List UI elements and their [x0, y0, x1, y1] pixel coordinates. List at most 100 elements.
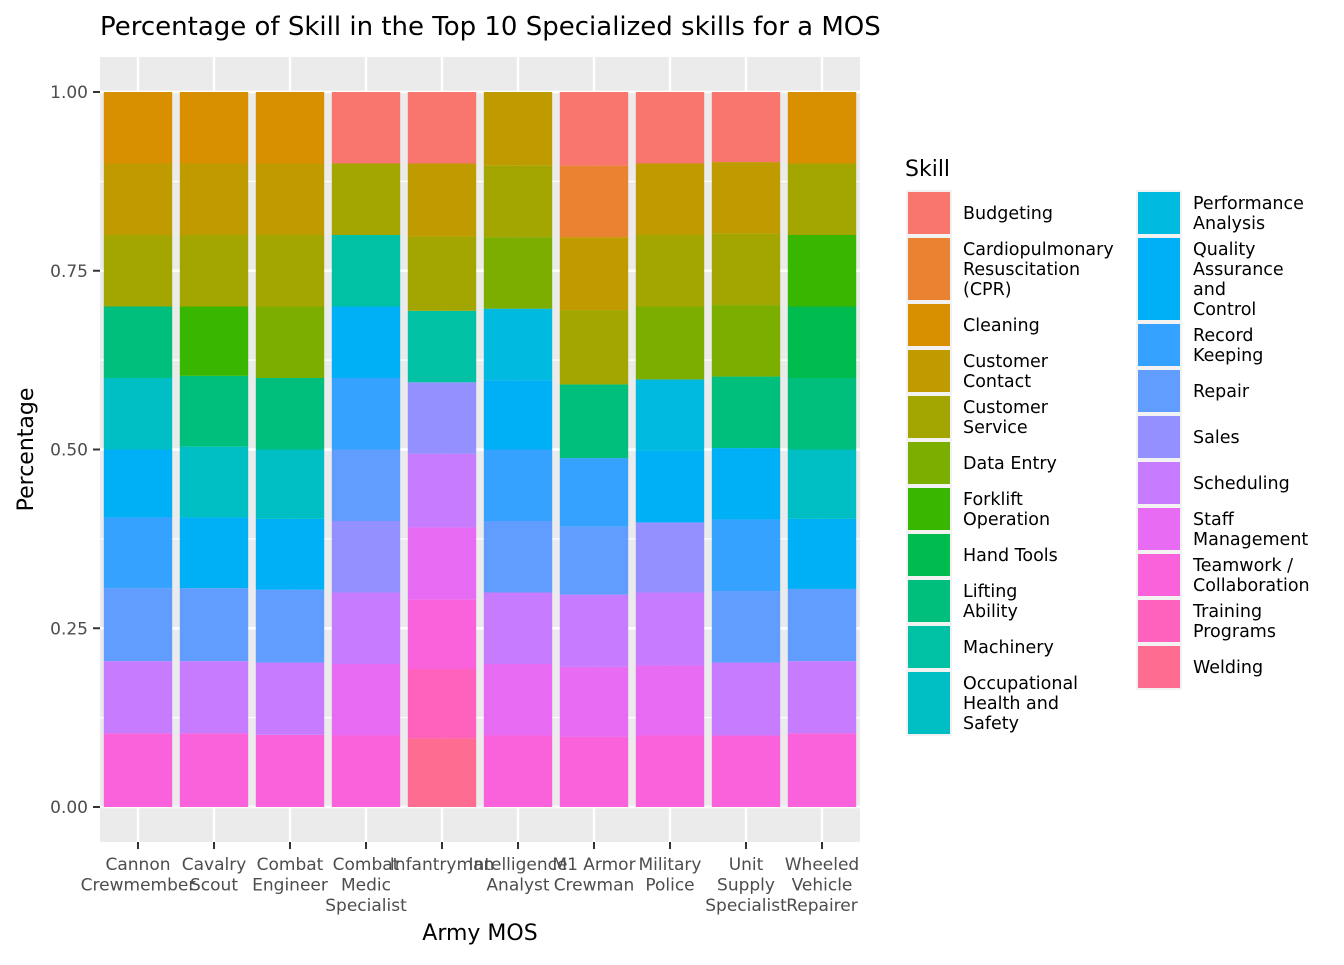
legend-item-customer-contact: Customer Contact: [906, 348, 1049, 394]
bar-segment-budgeting: [331, 92, 401, 164]
legend-label: Scheduling: [1193, 474, 1290, 494]
bar-segment-data-entry: [711, 305, 781, 377]
x-tick-label: Combat Medic Specialist: [325, 855, 407, 916]
legend-label: Cardiopulmonary Resuscitation (CPR): [963, 240, 1114, 300]
bar-segment-staff-management: [483, 664, 553, 736]
legend-item-hand-tools: Hand Tools: [906, 532, 1058, 578]
bar-stack-combat-engineer: [255, 92, 325, 807]
legend-swatch: [1138, 508, 1180, 550]
bar-segment-sales: [635, 522, 705, 593]
bar-segment-scheduling: [255, 662, 325, 735]
bar-segment-teamwork-collaboration: [559, 736, 629, 807]
bar-segment-customer-contact: [255, 163, 325, 235]
legend-item-sales: Sales: [1136, 414, 1240, 460]
legend-item-data-entry: Data Entry: [906, 440, 1057, 486]
bar-segment-lifting-ability: [787, 378, 857, 450]
legend-item-teamwork-collaboration: Teamwork / Collaboration: [1136, 552, 1310, 598]
bar-segment-customer-contact: [711, 162, 781, 234]
bar-segment-lifting-ability: [103, 306, 173, 378]
bar-segment-cleaning: [179, 92, 249, 164]
bar-stack-cavalry-scout: [179, 92, 249, 807]
bar-stack-cannon-crewmember: [103, 92, 173, 807]
x-tick-label: Infantryman: [390, 855, 494, 875]
bar-segment-staff-management: [331, 664, 401, 736]
bar-segment-repair: [103, 588, 173, 662]
bar-stack-intelligence-analyst: [483, 92, 553, 807]
bar-segment-sales: [331, 521, 401, 593]
x-tick-label: Combat Engineer: [252, 855, 328, 896]
bar-segment-teamwork-collaboration: [483, 735, 553, 807]
legend-item-training-programs: Training Programs: [1136, 598, 1276, 644]
legend-swatch: [908, 238, 950, 300]
bar-segment-performance-analysis: [483, 308, 553, 381]
bar-segment-quality-assurance-and-control: [635, 450, 705, 523]
legend: Skill Budgeting Cardiopulmonary Resuscitat…: [905, 157, 1310, 736]
legend-swatch: [1138, 600, 1180, 642]
bar-segment-customer-service: [331, 163, 401, 235]
legend-swatch: [1138, 646, 1180, 688]
legend-label: Occupational Health and Safety: [963, 674, 1078, 734]
bar-segment-customer-service: [559, 310, 629, 385]
legend-swatch: [908, 442, 950, 484]
bar-segment-occupational-health-and-safety: [103, 378, 173, 450]
x-tick-label: Intelligence Analyst: [469, 855, 568, 896]
x-axis-title: Army MOS: [422, 921, 537, 946]
legend-item-scheduling: Scheduling: [1136, 460, 1290, 506]
bar-segment-scheduling: [559, 594, 629, 667]
legend-title: Skill: [905, 157, 950, 182]
y-tick-label: 1.00: [50, 83, 88, 103]
x-tick-label: Cavalry Scout: [182, 855, 247, 896]
bar-segment-performance-analysis: [635, 379, 705, 451]
legend-label: Teamwork / Collaboration: [1192, 556, 1310, 596]
y-axis: 0.00 0.25 0.50 0.75 1.00: [50, 83, 100, 818]
bar-segment-quality-assurance-and-control: [711, 448, 781, 520]
bar-segment-customer-service: [711, 233, 781, 306]
chart-title: Percentage of Skill in the Top 10 Specia…: [100, 12, 881, 42]
x-tick-label: M1 Armor Crewman: [552, 855, 635, 896]
legend-label: Sales: [1193, 428, 1240, 448]
legend-label: Quality Assurance and Control: [1193, 240, 1284, 320]
legend-item-customer-service: Customer Service: [906, 394, 1049, 440]
legend-swatch: [1138, 416, 1180, 458]
legend-swatch: [1138, 238, 1180, 320]
bar-stack-unit-supply-specialist: [711, 92, 781, 807]
bar-segment-budgeting: [635, 92, 705, 164]
bar-segment-customer-contact: [407, 163, 477, 237]
legend-swatch: [1138, 462, 1180, 504]
bar-segment-cleaning: [103, 92, 173, 164]
bar-segment-scheduling: [331, 592, 401, 664]
bar-segment-data-entry: [635, 306, 705, 380]
bar-segment-cardiopulmonary-resuscitation-cpr: [559, 165, 629, 238]
bar-segment-quality-assurance-and-control: [255, 518, 325, 590]
legend-item-lifting-ability: Lifting Ability: [906, 578, 1018, 624]
bar-segment-staff-management: [635, 665, 705, 736]
bar-segment-budgeting: [711, 92, 781, 163]
bar-stack-infantryman: [407, 92, 477, 807]
bar-segment-quality-assurance-and-control: [483, 380, 553, 450]
legend-swatch: [1138, 554, 1180, 596]
bar-segment-customer-service: [483, 165, 553, 238]
legend-label: Cleaning: [963, 316, 1040, 336]
bar-segment-lifting-ability: [255, 378, 325, 450]
bar-segment-record-keeping: [103, 517, 173, 589]
bar-segment-quality-assurance-and-control: [179, 517, 249, 589]
bar-segment-teamwork-collaboration: [711, 735, 781, 807]
legend-swatch: [908, 488, 950, 530]
bar-segment-customer-contact: [635, 163, 705, 235]
legend-item-staff-management: Staff Management: [1136, 506, 1308, 552]
bar-segment-customer-service: [407, 236, 477, 311]
bar-segment-record-keeping: [483, 449, 553, 521]
bar-segment-record-keeping: [559, 458, 629, 527]
bar-segment-quality-assurance-and-control: [103, 449, 173, 518]
bar-segment-customer-contact: [559, 237, 629, 311]
bar-segment-teamwork-collaboration: [255, 734, 325, 807]
legend-label: Welding: [1193, 658, 1263, 678]
bar-segment-occupational-health-and-safety: [179, 446, 249, 518]
bar-segment-occupational-health-and-safety: [255, 449, 325, 519]
bar-segment-scheduling: [179, 661, 249, 734]
legend-item-cleaning: Cleaning: [906, 302, 1040, 348]
bar-segment-quality-assurance-and-control: [787, 518, 857, 589]
bar-segment-budgeting: [407, 92, 477, 164]
x-tick-label: Military Police: [639, 855, 702, 896]
bar-segment-repair: [559, 526, 629, 595]
